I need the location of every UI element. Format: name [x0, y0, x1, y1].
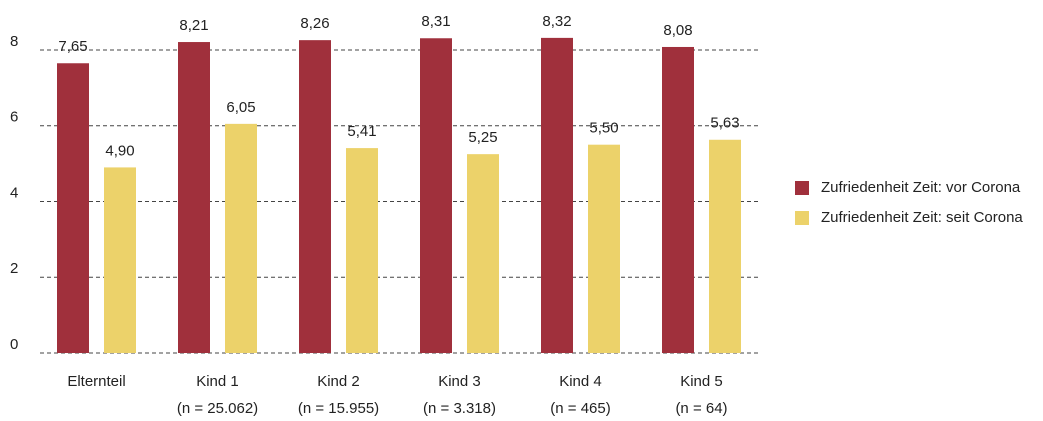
value-label: 5,25	[468, 129, 497, 146]
legend-swatch	[795, 181, 809, 195]
y-tick-label: 0	[10, 336, 18, 353]
legend-label: Zufriedenheit Zeit: vor Corona	[821, 179, 1021, 196]
bar	[541, 37, 573, 353]
y-tick-label: 6	[10, 109, 18, 126]
value-label: 5,50	[589, 120, 618, 137]
value-label: 8,26	[300, 15, 329, 32]
value-label: 8,31	[421, 13, 450, 30]
bar	[662, 46, 694, 353]
bar	[709, 139, 741, 353]
x-tick-label: (n = 15.955)	[298, 400, 379, 417]
y-tick-label: 8	[10, 33, 18, 50]
x-tick-label: (n = 3.318)	[423, 400, 496, 417]
x-tick-label: (n = 64)	[675, 400, 727, 417]
legend-label: Zufriedenheit Zeit: seit Corona	[821, 209, 1023, 226]
bar	[420, 38, 452, 353]
value-label: 6,05	[226, 99, 255, 116]
bar	[104, 167, 136, 353]
y-tick-label: 4	[10, 184, 18, 201]
x-tick-label: (n = 25.062)	[177, 400, 258, 417]
x-tick-label: Kind 5	[680, 373, 723, 390]
x-tick-label: Kind 3	[438, 373, 481, 390]
value-label: 8,21	[179, 17, 208, 34]
value-label: 5,41	[347, 123, 376, 140]
value-label: 8,08	[663, 22, 692, 39]
bar	[57, 63, 89, 353]
bar	[178, 42, 210, 353]
x-tick-label: (n = 465)	[550, 400, 610, 417]
bar	[588, 144, 620, 353]
value-label: 7,65	[58, 38, 87, 55]
bar	[346, 148, 378, 353]
x-tick-label: Kind 2	[317, 373, 360, 390]
bar	[467, 154, 499, 353]
x-tick-label: Kind 1	[196, 373, 239, 390]
y-tick-label: 2	[10, 260, 18, 277]
bar	[299, 40, 331, 354]
bar	[225, 123, 257, 353]
legend-swatch	[795, 211, 809, 225]
value-label: 8,32	[542, 13, 571, 30]
x-tick-label: Elternteil	[67, 373, 125, 390]
x-tick-label: Kind 4	[559, 373, 602, 390]
value-label: 4,90	[105, 142, 134, 159]
value-label: 5,63	[710, 115, 739, 132]
